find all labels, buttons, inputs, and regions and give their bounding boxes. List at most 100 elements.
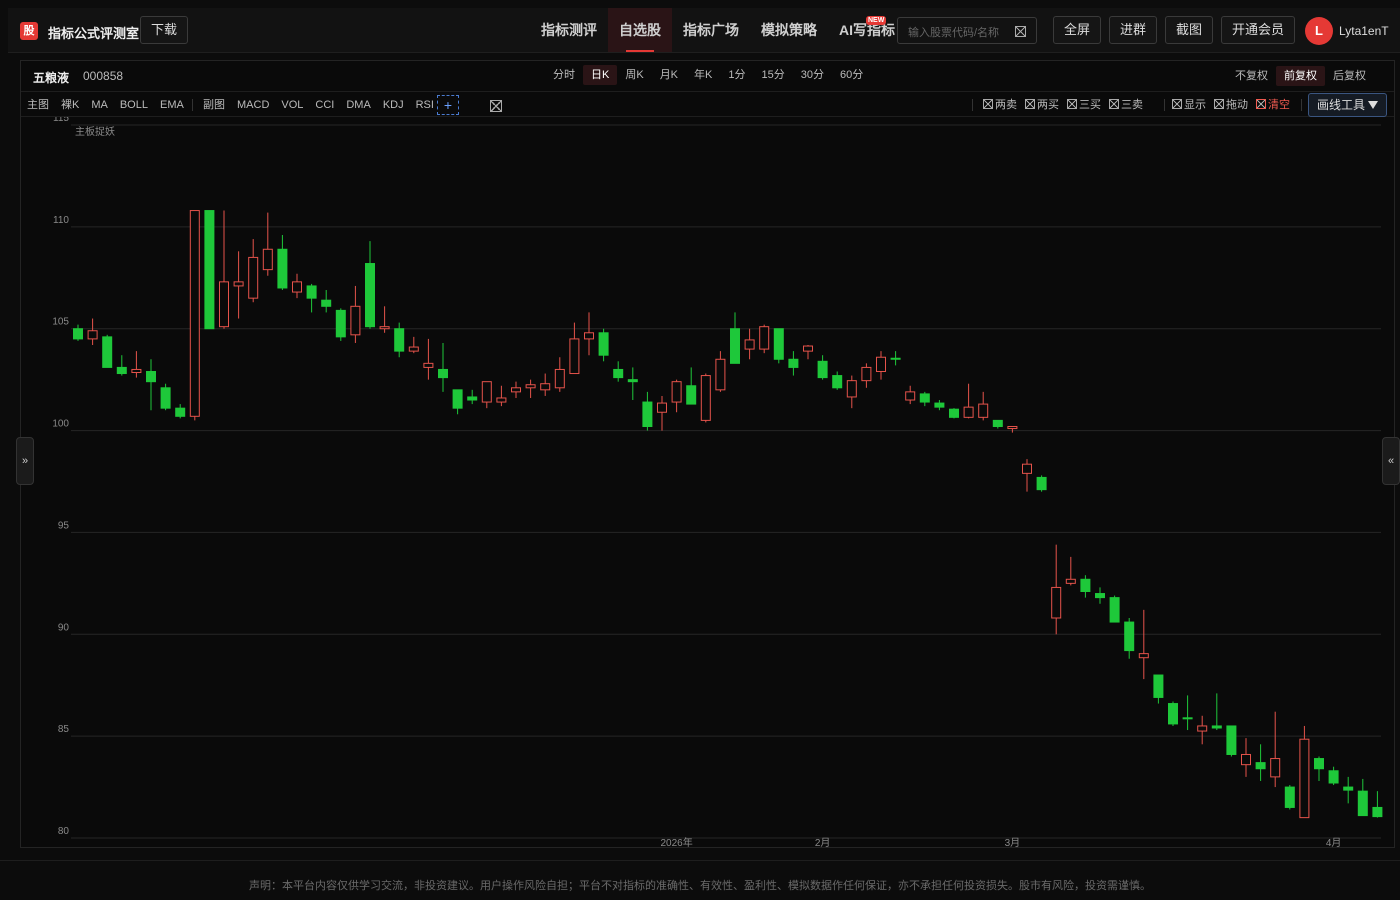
- adjust-option[interactable]: 不复权: [1227, 66, 1276, 86]
- header-button-text: 进群: [1120, 22, 1147, 37]
- candle-body: [978, 403, 989, 418]
- sub-indicator[interactable]: RSI: [410, 95, 440, 115]
- signal-toggle[interactable]: 两买: [1021, 95, 1063, 115]
- sub-indicator-text: DMA: [346, 99, 371, 111]
- header-button[interactable]: 全屏: [1053, 16, 1102, 44]
- candle-body: [496, 397, 507, 403]
- y-tick-label: 100: [52, 419, 69, 430]
- period[interactable]: 分时: [545, 65, 583, 85]
- period-text: 30分: [800, 69, 824, 81]
- candle-body: [1182, 717, 1193, 720]
- period-text: 月K: [659, 69, 679, 81]
- candle-body: [1065, 578, 1076, 584]
- download-button[interactable]: 下载: [140, 16, 189, 44]
- candle-body: [934, 402, 945, 408]
- signal-toggle[interactable]: 三买: [1063, 95, 1105, 115]
- candle-body: [102, 336, 113, 368]
- candle-body: [744, 339, 755, 350]
- main-indicator[interactable]: BOLL: [114, 95, 154, 115]
- sub-indicator[interactable]: DMA: [340, 95, 376, 115]
- candle-body: [277, 248, 288, 289]
- candle-body: [1007, 425, 1018, 430]
- candle-body: [861, 366, 872, 382]
- option-toggle[interactable]: 清空: [1252, 95, 1294, 115]
- candle-body: [992, 419, 1003, 427]
- period[interactable]: 月K: [652, 65, 686, 85]
- candle-body: [365, 263, 375, 328]
- nav-item[interactable]: 自选股: [608, 8, 672, 52]
- nav-item[interactable]: AI写指标: [828, 8, 906, 52]
- option-toggle[interactable]: 拖动: [1210, 95, 1252, 115]
- period[interactable]: 30分: [793, 65, 832, 85]
- period[interactable]: 60分: [832, 65, 871, 85]
- clear-icon[interactable]: [1015, 26, 1026, 37]
- option-toggle[interactable]: 显示: [1168, 95, 1210, 115]
- header-button[interactable]: 开通会员: [1221, 16, 1296, 44]
- nav-item[interactable]: 指标广场: [672, 8, 750, 52]
- candle-body: [481, 381, 492, 403]
- candle-body: [788, 358, 799, 368]
- candle-body: [817, 360, 828, 379]
- disclaimer: 声明：本平台内容仅供学习交流，非投资建议。用户操作风险自担；平台不对指标的准确性…: [249, 880, 1151, 892]
- toggle-icon[interactable]: [490, 100, 502, 112]
- sub-indicator[interactable]: CCI: [309, 95, 340, 115]
- sub-indicator[interactable]: MACD: [231, 95, 275, 115]
- indicator-bar: 主图 裸K MA BOLL EMA 副图 MACD VOL CCI DMA KDJ RSI + 两卖…: [21, 91, 1394, 117]
- nav-item-text: AI写指标: [839, 22, 895, 38]
- candle-body: [846, 380, 857, 398]
- sub-indicator-text: CCI: [315, 99, 335, 111]
- main-indicator[interactable]: EMA: [154, 95, 190, 115]
- period[interactable]: 1分: [720, 65, 753, 85]
- search-box[interactable]: 输入股票代码/名称: [897, 17, 1037, 44]
- period[interactable]: 15分: [754, 65, 793, 85]
- candle-body: [467, 396, 478, 401]
- nav-item[interactable]: 指标测评: [530, 8, 608, 52]
- sub-label: 副图: [203, 99, 225, 111]
- candle-body: [233, 281, 244, 287]
- candle-body: [219, 281, 229, 328]
- main-indicator[interactable]: 裸K: [55, 95, 85, 115]
- adjust-option-text: 后复权: [1333, 70, 1366, 82]
- y-tick-label: 90: [58, 622, 70, 633]
- signals: 两卖 两买 三买 三卖: [979, 95, 1147, 115]
- sub-indicator-text: VOL: [281, 99, 304, 111]
- period[interactable]: 日K: [583, 65, 618, 85]
- candle-body: [642, 401, 653, 427]
- separator: [1164, 99, 1165, 111]
- candle-body: [686, 385, 697, 405]
- candle-body: [204, 210, 215, 330]
- candle-body: [832, 375, 843, 389]
- avatar[interactable]: L: [1305, 17, 1333, 45]
- candle-body: [1138, 653, 1149, 659]
- candle-body: [569, 338, 580, 375]
- sub-indicator[interactable]: VOL: [275, 95, 309, 115]
- footer: 声明：本平台内容仅供学习交流，非投资建议。用户操作风险自担；平台不对指标的准确性…: [0, 860, 1400, 893]
- adjust-option[interactable]: 后复权: [1325, 66, 1374, 86]
- nav-item[interactable]: 模拟策略: [750, 8, 828, 52]
- left-tab[interactable]: »: [16, 437, 34, 485]
- sub-indicator-text: RSI: [415, 99, 434, 111]
- adjust-option[interactable]: 前复权: [1276, 66, 1325, 86]
- signal-toggle[interactable]: 三卖: [1105, 95, 1147, 115]
- period-text: 15分: [761, 69, 785, 81]
- nav-item-text: 自选股: [619, 22, 661, 38]
- candle-body: [584, 332, 594, 340]
- candle-body: [452, 389, 463, 409]
- main-indicator[interactable]: MA: [85, 95, 114, 115]
- candle-body: [1226, 725, 1237, 755]
- period[interactable]: 年K: [686, 65, 720, 85]
- top-bar: 股 指标公式评测室 下载 指标测评 自选股 指标广场 模拟策略 AI写指标 NEW 输入…: [8, 8, 1400, 53]
- header-button[interactable]: 进群: [1109, 16, 1158, 44]
- period[interactable]: 周K: [617, 65, 651, 85]
- checkbox: [1109, 99, 1119, 109]
- draw-tools[interactable]: 画线工具: [1308, 93, 1388, 117]
- sub-indicator[interactable]: KDJ: [377, 95, 410, 115]
- candle-body: [511, 387, 521, 393]
- add-indicator[interactable]: +: [437, 95, 459, 115]
- signal-toggle[interactable]: 两卖: [979, 95, 1021, 115]
- header-button[interactable]: 截图: [1165, 16, 1214, 44]
- sub-indicators: 副图 MACD VOL CCI DMA KDJ RSI: [197, 95, 440, 115]
- y-tick-label: 105: [52, 317, 69, 328]
- candle-body: [350, 305, 361, 336]
